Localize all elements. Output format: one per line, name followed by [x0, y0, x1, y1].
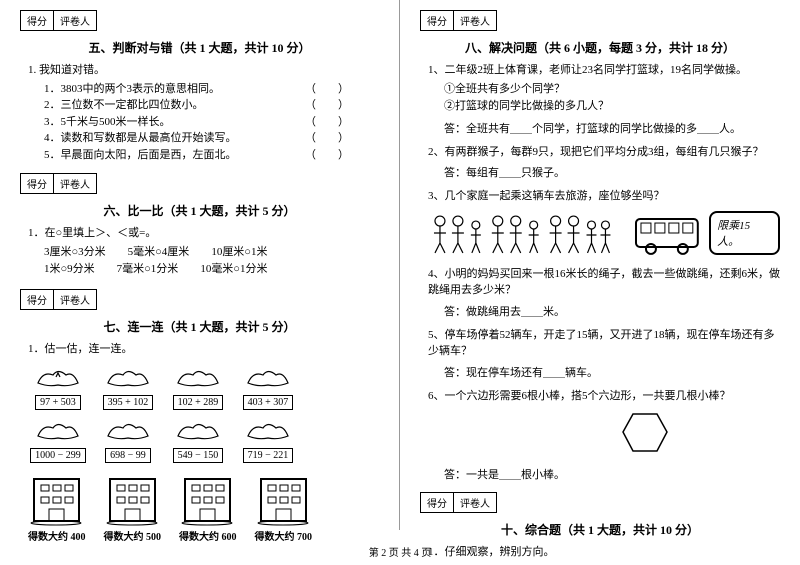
- score-box: 得分 评卷人: [420, 492, 497, 513]
- q5-line: 5、停车场停着52辆车，开走了15辆，又开进了18辆，现在停车场还有多少辆车？: [428, 327, 780, 360]
- building-label: 得数大约 400: [28, 528, 86, 543]
- bird-item: 403 + 307: [238, 363, 298, 410]
- birds-row-1: 97 + 503 395 + 102 102 + 289 403 + 307: [28, 363, 379, 410]
- score-box: 得分 评卷人: [20, 173, 97, 194]
- q1-a: ①全班共有多少个同学？: [444, 81, 780, 99]
- building-label: 得数大约 500: [104, 528, 162, 543]
- sec5-item-1: 1．3803中的两个3表示的意思相同。（ ）: [44, 81, 379, 98]
- dove-icon: [98, 363, 158, 393]
- expr: 102 + 289: [173, 395, 224, 410]
- sec6-row2: 1米○9分米 7毫米○1分米 10毫米○1分米: [44, 261, 379, 279]
- q5-ans: 答：现在停车场还有＿＿辆车。: [444, 364, 780, 380]
- section-10-title: 十、综合题（共 1 大题，共计 10 分）: [420, 521, 780, 538]
- dove-icon: [28, 416, 88, 446]
- sec5-lead: 1. 我知道对错。: [28, 62, 379, 79]
- hexagon-icon: [620, 410, 670, 455]
- section-5-title: 五、判断对与错（共 1 大题，共计 10 分）: [20, 39, 379, 56]
- building-icon: [105, 471, 160, 526]
- q4-line: 4、小明的妈妈买回来一根16米长的绳子，截去一些做跳绳，还剩6米，做跳绳用去多少…: [428, 266, 780, 299]
- dove-icon: [238, 363, 298, 393]
- expr: 403 + 307: [243, 395, 294, 410]
- score-box: 得分 评卷人: [20, 289, 97, 310]
- section-8-title: 八、解决问题（共 6 小题，每题 3 分，共计 18 分）: [420, 39, 780, 56]
- expr: 395 + 102: [103, 395, 154, 410]
- sec6-lead: 1．在○里填上＞、＜或=。: [28, 225, 379, 242]
- building-item: 得数大约 700: [255, 471, 313, 543]
- reviewer-label: 评卷人: [54, 11, 96, 30]
- building-icon: [29, 471, 84, 526]
- q2-ans: 答：每组有＿＿只猴子。: [444, 164, 780, 180]
- building-icon: [256, 471, 311, 526]
- q6-ans: 答：一共是＿＿根小棒。: [444, 466, 780, 482]
- page-footer: 第 2 页 共 4 页: [0, 544, 800, 559]
- score-box: 得分 评卷人: [20, 10, 97, 31]
- building-item: 得数大约 600: [179, 471, 237, 543]
- bus-capacity-label: 限乘15人。: [709, 211, 780, 255]
- bird-item: 102 + 289: [168, 363, 228, 410]
- birds-row-2: 1000 − 299 698 − 99 549 − 150 719 − 221: [28, 416, 379, 463]
- bird-item: 1000 − 299: [28, 416, 88, 463]
- score-label: 得分: [21, 11, 54, 30]
- building-item: 得数大约 400: [28, 471, 86, 543]
- people-icon: [428, 211, 627, 256]
- building-icon: [180, 471, 235, 526]
- right-column: 得分 评卷人 八、解决问题（共 6 小题，每题 3 分，共计 18 分） 1、二…: [400, 0, 800, 530]
- sec5-item-4: 4．读数和写数都是从最高位开始读写。（ ）: [44, 130, 379, 147]
- q6-line: 6、一个六边形需要6根小棒，搭5个六边形，一共要几根小棒？: [428, 388, 780, 405]
- expr: 97 + 503: [35, 395, 81, 410]
- bird-item: 719 − 221: [238, 416, 298, 463]
- expr: 1000 − 299: [30, 448, 86, 463]
- q1-b: ②打篮球的同学比做操的多几人？: [444, 98, 780, 116]
- dove-icon: [238, 416, 298, 446]
- building-item: 得数大约 500: [104, 471, 162, 543]
- q3-line: 3、几个家庭一起乘这辆车去旅游，座位够坐吗？: [428, 188, 780, 205]
- bird-item: 549 − 150: [168, 416, 228, 463]
- section-7-title: 七、连一连（共 1 大题，共计 5 分）: [20, 318, 379, 335]
- building-label: 得数大约 600: [179, 528, 237, 543]
- people-bus-row: 限乘15人。: [428, 211, 780, 256]
- score-box: 得分 评卷人: [420, 10, 497, 31]
- sec5-item-2: 2．三位数不一定都比四位数小。（ ）: [44, 97, 379, 114]
- building-label: 得数大约 700: [255, 528, 313, 543]
- dove-icon: [168, 416, 228, 446]
- expr: 719 − 221: [243, 448, 294, 463]
- bus-icon: [633, 211, 703, 256]
- q1-ans: 答：全班共有＿＿个同学，打篮球的同学比做操的多＿＿人。: [444, 120, 780, 136]
- q1-line: 1、二年级2班上体育课，老师让23名同学打篮球，19名同学做操。: [428, 62, 780, 79]
- sec7-lead: 1．估一估，连一连。: [28, 341, 379, 358]
- expr: 549 − 150: [173, 448, 224, 463]
- q4-ans: 答：做跳绳用去＿＿米。: [444, 303, 780, 319]
- left-column: 得分 评卷人 五、判断对与错（共 1 大题，共计 10 分） 1. 我知道对错。…: [0, 0, 400, 530]
- sec5-item-5: 5．早晨面向太阳，后面是西，左面北。（ ）: [44, 147, 379, 164]
- dove-icon: [28, 363, 88, 393]
- sec5-item-3: 3．5千米与500米一样长。（ ）: [44, 114, 379, 131]
- bird-item: 698 − 99: [98, 416, 158, 463]
- expr: 698 − 99: [105, 448, 151, 463]
- bird-item: 97 + 503: [28, 363, 88, 410]
- dove-icon: [98, 416, 158, 446]
- section-6-title: 六、比一比（共 1 大题，共计 5 分）: [20, 202, 379, 219]
- sec6-row1: 3厘米○3分米 5毫米○4厘米 10厘米○1米: [44, 244, 379, 262]
- bird-item: 395 + 102: [98, 363, 158, 410]
- buildings-row: 得数大约 400 得数大约 500 得数大约 600 得数大约 700: [28, 471, 379, 543]
- q2-line: 2、有两群猴子，每群9只，现把它们平均分成3组，每组有几只猴子？: [428, 144, 780, 161]
- dove-icon: [168, 363, 228, 393]
